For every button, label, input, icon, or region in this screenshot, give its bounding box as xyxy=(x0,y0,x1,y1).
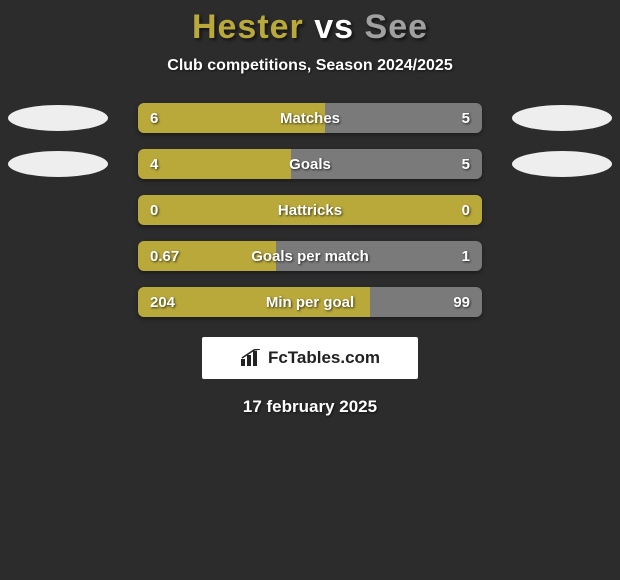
subtitle: Club competitions, Season 2024/2025 xyxy=(167,57,452,75)
stat-label: Goals per match xyxy=(138,241,482,271)
player1-avatar xyxy=(8,105,108,131)
player2-avatar xyxy=(512,105,612,131)
stat-row: 65Matches xyxy=(0,103,620,133)
title-vs: vs xyxy=(314,8,354,46)
chart-icon xyxy=(240,349,262,367)
stat-label: Goals xyxy=(138,149,482,179)
date: 17 february 2025 xyxy=(243,397,377,417)
stat-row: 00Hattricks xyxy=(0,195,620,225)
player1-avatar xyxy=(8,151,108,177)
title: Hester vs See xyxy=(192,8,428,47)
stat-label: Hattricks xyxy=(138,195,482,225)
stat-label: Matches xyxy=(138,103,482,133)
branding-badge: FcTables.com xyxy=(202,337,418,379)
stats-rows: 65Matches 45Goals 00Hattricks 0.671Goals pe… xyxy=(0,103,620,317)
stat-row: 20499Min per goal xyxy=(0,287,620,317)
stat-bar: 65Matches xyxy=(138,103,482,133)
stat-bar: 45Goals xyxy=(138,149,482,179)
title-player2: See xyxy=(365,8,429,46)
comparison-infographic: Hester vs See Club competitions, Season … xyxy=(0,0,620,580)
stat-label: Min per goal xyxy=(138,287,482,317)
title-player1: Hester xyxy=(192,8,304,46)
branding-text: FcTables.com xyxy=(268,348,380,368)
stat-bar: 0.671Goals per match xyxy=(138,241,482,271)
stat-bar: 20499Min per goal xyxy=(138,287,482,317)
stat-row: 0.671Goals per match xyxy=(0,241,620,271)
player2-avatar xyxy=(512,151,612,177)
stat-bar: 00Hattricks xyxy=(138,195,482,225)
stat-row: 45Goals xyxy=(0,149,620,179)
